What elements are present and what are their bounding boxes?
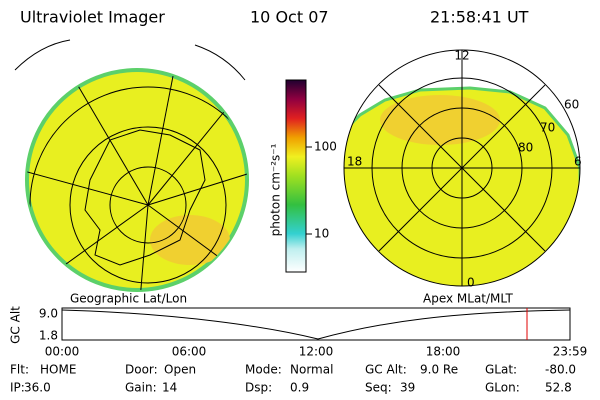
footer-label: Gain:	[125, 381, 157, 395]
lat-label: 70	[540, 121, 555, 135]
footer: Flt: HOME IP: 36.0 Door: Open Gain: 14 Mode: Norm…	[10, 363, 576, 395]
colorbar: 100 10 photon cm⁻²s⁻¹	[269, 79, 337, 273]
lat-label: 60	[564, 98, 579, 112]
plot-xtick: 12:00	[299, 345, 334, 359]
plot-xtick: 06:00	[172, 345, 207, 359]
date: 10 Oct 07	[250, 8, 329, 27]
footer-value: -80.0	[545, 363, 576, 377]
plot-xtick: 18:00	[426, 345, 461, 359]
colorbar-label: photon cm⁻²s⁻¹	[269, 143, 283, 236]
footer-label: Flt:	[10, 363, 29, 377]
colorbar-tick: 100	[314, 140, 337, 154]
plot-ylabel: GC Alt	[9, 306, 23, 344]
mlt-label: 12	[454, 49, 469, 63]
footer-label: GC Alt:	[365, 363, 407, 377]
footer-label: Dsp:	[245, 381, 272, 395]
footer-label: Mode:	[245, 363, 282, 377]
right-caption: Apex MLat/MLT	[423, 292, 513, 306]
plot-xtick: 00:00	[45, 345, 80, 359]
right-map: 12 18 6 0 60 70 80	[343, 49, 582, 290]
footer-label: GLon:	[485, 381, 520, 395]
footer-value: Normal	[290, 363, 333, 377]
left-caption: Geographic Lat/Lon	[70, 292, 187, 306]
footer-value: Open	[164, 363, 196, 377]
footer-label: IP:	[10, 381, 25, 395]
footer-value: 9.0 Re	[420, 363, 458, 377]
footer-value: HOME	[40, 363, 76, 377]
left-map	[14, 39, 249, 292]
plot-ytick: 1.8	[39, 329, 58, 343]
footer-value: 39	[400, 381, 415, 395]
footer-label: GLat:	[485, 363, 517, 377]
footer-label: Door:	[125, 363, 158, 377]
plot-ytick: 9.0	[39, 307, 58, 321]
footer-value: 14	[162, 381, 177, 395]
footer-value: 36.0	[24, 381, 51, 395]
plot-xtick: 23:59	[553, 345, 588, 359]
footer-label: Seq:	[365, 381, 392, 395]
mlt-label: 18	[347, 155, 362, 169]
colorbar-tick: 10	[314, 227, 329, 241]
mlt-label: 0	[467, 276, 475, 290]
time: 21:58:41 UT	[430, 8, 529, 27]
altitude-plot: GC Alt 9.0 1.8 00:00 06:00 12:00 18:00 2…	[9, 306, 588, 359]
footer-value: 0.9	[290, 381, 309, 395]
title: Ultraviolet Imager	[20, 8, 165, 27]
mlt-label: 6	[574, 155, 582, 169]
lat-label: 80	[518, 141, 533, 155]
footer-value: 52.8	[545, 381, 572, 395]
